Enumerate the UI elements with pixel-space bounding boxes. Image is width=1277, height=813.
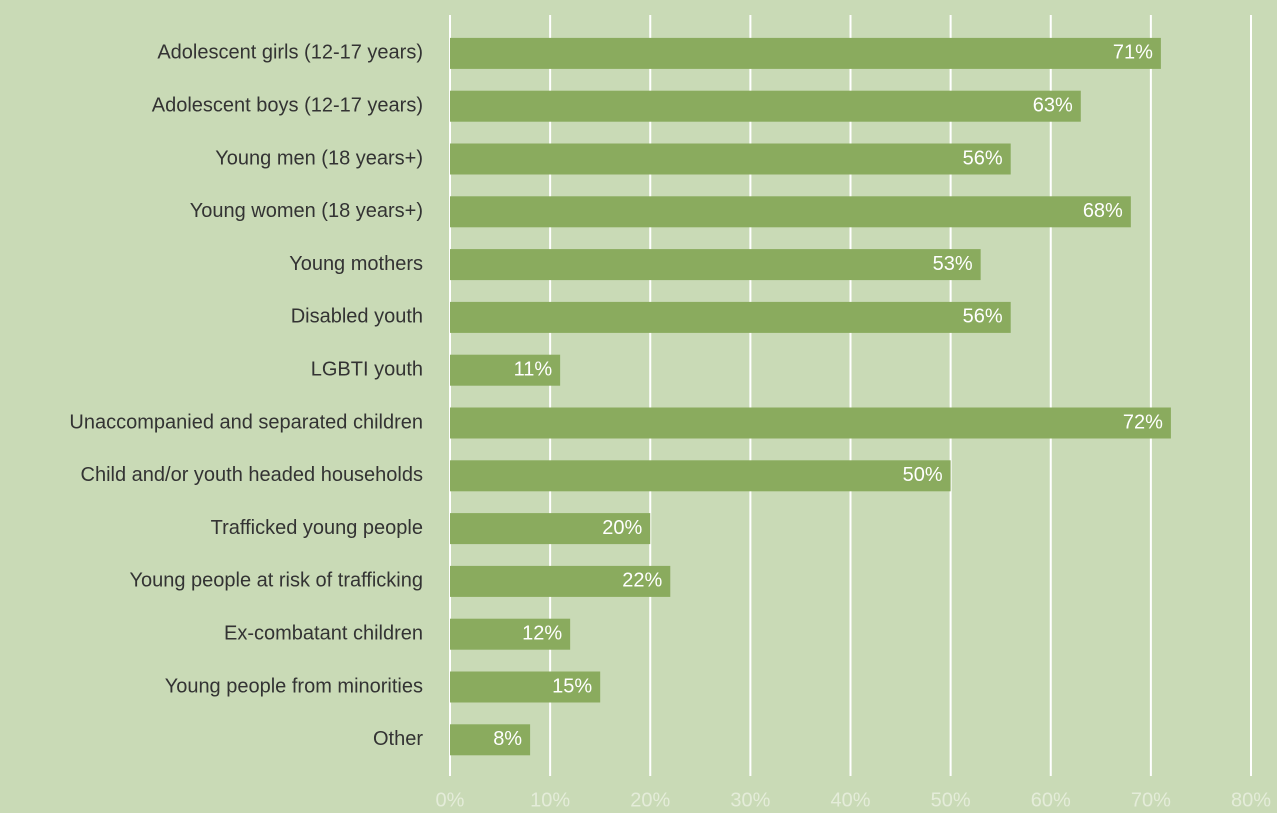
y-tick-label: Young people at risk of trafficking bbox=[129, 570, 423, 592]
bar bbox=[450, 565, 671, 597]
y-tick-label: Young mothers bbox=[289, 253, 423, 275]
bar bbox=[450, 618, 571, 650]
data-label: 63% bbox=[1033, 94, 1073, 116]
data-label: 72% bbox=[1123, 411, 1163, 433]
bar bbox=[450, 37, 1161, 69]
y-tick-label: Ex-combatant children bbox=[224, 622, 423, 644]
data-label: 8% bbox=[493, 728, 522, 750]
bar bbox=[450, 724, 531, 756]
y-tick-label: Adolescent girls (12-17 years) bbox=[157, 42, 423, 64]
x-tick-label: 10% bbox=[530, 789, 570, 811]
data-label: 11% bbox=[514, 358, 553, 380]
y-tick-label: Disabled youth bbox=[291, 306, 423, 328]
x-tick-label: 70% bbox=[1131, 789, 1171, 811]
bar bbox=[450, 90, 1081, 122]
x-tick-label: 80% bbox=[1231, 789, 1271, 811]
data-label: 71% bbox=[1113, 42, 1153, 64]
bar bbox=[450, 143, 1011, 175]
data-label: 12% bbox=[522, 622, 562, 644]
y-tick-label: Trafficked young people bbox=[211, 517, 423, 539]
data-label: 53% bbox=[933, 253, 973, 275]
data-label: 68% bbox=[1083, 200, 1123, 222]
y-tick-label: Young men (18 years+) bbox=[215, 147, 423, 169]
bar bbox=[450, 671, 601, 703]
bar bbox=[450, 354, 561, 386]
data-label: 50% bbox=[903, 464, 943, 486]
x-tick-label: 20% bbox=[630, 789, 670, 811]
x-tick-label: 50% bbox=[931, 789, 971, 811]
bar bbox=[450, 249, 981, 281]
x-tick-label: 60% bbox=[1031, 789, 1071, 811]
x-tick-label: 40% bbox=[830, 789, 870, 811]
data-label: 20% bbox=[602, 517, 642, 539]
data-label: 56% bbox=[963, 147, 1003, 169]
y-tick-label: Child and/or youth headed households bbox=[81, 464, 423, 486]
bar bbox=[450, 460, 951, 492]
y-tick-label: Unaccompanied and separated children bbox=[69, 411, 423, 433]
x-tick-label: 0% bbox=[436, 789, 465, 811]
x-tick-label: 30% bbox=[730, 789, 770, 811]
bar bbox=[450, 301, 1011, 333]
y-tick-label: Young people from minorities bbox=[165, 675, 423, 697]
data-label: 15% bbox=[552, 675, 592, 697]
y-tick-label: Other bbox=[373, 728, 423, 750]
bar bbox=[450, 196, 1131, 228]
data-label: 56% bbox=[963, 306, 1003, 328]
bar bbox=[450, 407, 1171, 439]
y-tick-label: LGBTI youth bbox=[311, 358, 423, 380]
y-tick-label: Young women (18 years+) bbox=[190, 200, 423, 222]
data-label: 22% bbox=[622, 570, 662, 592]
bar bbox=[450, 513, 651, 545]
y-tick-label: Adolescent boys (12-17 years) bbox=[152, 94, 423, 116]
